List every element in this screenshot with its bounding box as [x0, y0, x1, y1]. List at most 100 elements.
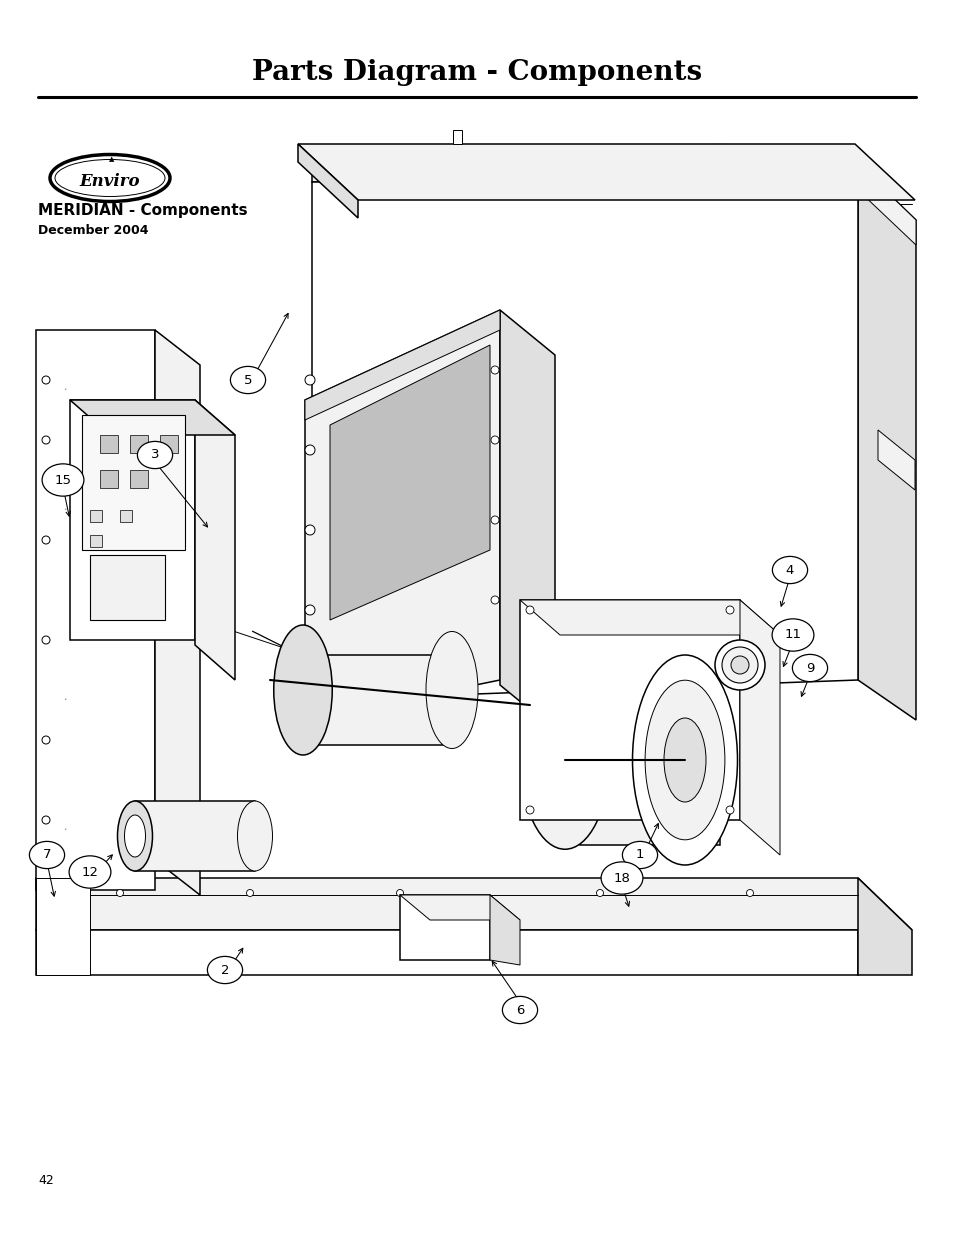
Polygon shape	[70, 400, 194, 640]
Ellipse shape	[137, 441, 172, 468]
Ellipse shape	[725, 806, 733, 814]
Ellipse shape	[305, 525, 314, 535]
Ellipse shape	[55, 159, 165, 196]
Ellipse shape	[42, 816, 50, 824]
Polygon shape	[194, 400, 234, 680]
Text: December 2004: December 2004	[38, 224, 149, 236]
Ellipse shape	[426, 631, 477, 748]
Ellipse shape	[502, 997, 537, 1024]
Ellipse shape	[600, 862, 642, 894]
Text: 42: 42	[38, 1173, 53, 1187]
Polygon shape	[305, 310, 499, 420]
Polygon shape	[70, 400, 234, 435]
Ellipse shape	[525, 806, 534, 814]
Ellipse shape	[491, 597, 498, 604]
Ellipse shape	[644, 680, 724, 840]
Ellipse shape	[596, 889, 603, 897]
Ellipse shape	[237, 802, 273, 871]
Ellipse shape	[396, 889, 403, 897]
Polygon shape	[130, 471, 148, 488]
Text: 6: 6	[516, 1004, 523, 1016]
Text: 2: 2	[220, 963, 229, 977]
Polygon shape	[154, 330, 200, 895]
Ellipse shape	[42, 375, 50, 384]
Text: 7: 7	[43, 848, 51, 862]
Ellipse shape	[246, 889, 253, 897]
Text: 4: 4	[785, 563, 793, 577]
Text: •: •	[63, 508, 67, 513]
Polygon shape	[100, 471, 118, 488]
Polygon shape	[453, 130, 461, 144]
Polygon shape	[857, 164, 915, 720]
Polygon shape	[160, 435, 178, 453]
Ellipse shape	[792, 655, 827, 682]
Text: 12: 12	[81, 866, 98, 878]
Polygon shape	[90, 555, 165, 620]
Ellipse shape	[663, 718, 705, 802]
Text: •: •	[63, 698, 67, 703]
Text: 15: 15	[54, 473, 71, 487]
Text: ▲: ▲	[110, 156, 114, 162]
Text: Enviro: Enviro	[80, 173, 140, 189]
Polygon shape	[312, 164, 857, 182]
Ellipse shape	[714, 640, 764, 690]
Text: 1: 1	[635, 848, 643, 862]
Ellipse shape	[125, 815, 146, 857]
Ellipse shape	[42, 636, 50, 643]
Polygon shape	[82, 415, 185, 550]
Ellipse shape	[116, 889, 123, 897]
Polygon shape	[519, 600, 740, 820]
Polygon shape	[36, 878, 90, 974]
Ellipse shape	[721, 647, 758, 683]
Polygon shape	[399, 895, 490, 960]
Ellipse shape	[520, 671, 608, 850]
Ellipse shape	[231, 367, 265, 394]
Ellipse shape	[42, 536, 50, 543]
Ellipse shape	[30, 841, 65, 868]
Text: 9: 9	[805, 662, 813, 674]
Ellipse shape	[730, 656, 748, 674]
Polygon shape	[297, 144, 357, 219]
Ellipse shape	[50, 154, 170, 201]
Text: •: •	[63, 827, 67, 832]
Ellipse shape	[207, 956, 242, 983]
Polygon shape	[130, 435, 148, 453]
Polygon shape	[135, 802, 254, 871]
Text: 5: 5	[244, 373, 252, 387]
Polygon shape	[857, 164, 915, 245]
Text: Parts Diagram - Components: Parts Diagram - Components	[252, 58, 701, 85]
Text: 11: 11	[783, 629, 801, 641]
Ellipse shape	[491, 366, 498, 374]
Ellipse shape	[491, 436, 498, 445]
Ellipse shape	[42, 464, 84, 496]
Polygon shape	[36, 878, 911, 930]
Polygon shape	[519, 600, 780, 635]
Polygon shape	[36, 930, 857, 974]
Text: 18: 18	[613, 872, 630, 884]
Ellipse shape	[305, 445, 314, 454]
Ellipse shape	[42, 736, 50, 743]
Polygon shape	[857, 878, 911, 974]
Ellipse shape	[305, 375, 314, 385]
Ellipse shape	[621, 841, 657, 868]
Polygon shape	[90, 510, 102, 522]
Ellipse shape	[525, 606, 534, 614]
Text: MERIDIAN - Components: MERIDIAN - Components	[38, 203, 248, 217]
Polygon shape	[490, 895, 519, 965]
Polygon shape	[312, 182, 857, 700]
Ellipse shape	[69, 856, 111, 888]
Polygon shape	[36, 330, 154, 890]
Polygon shape	[877, 430, 914, 490]
Polygon shape	[120, 510, 132, 522]
Polygon shape	[330, 345, 490, 620]
Ellipse shape	[274, 625, 332, 755]
Polygon shape	[399, 895, 519, 920]
Ellipse shape	[632, 655, 737, 864]
Ellipse shape	[42, 436, 50, 445]
Ellipse shape	[745, 889, 753, 897]
Text: 3: 3	[151, 448, 159, 462]
Ellipse shape	[491, 516, 498, 524]
Ellipse shape	[117, 802, 152, 871]
Polygon shape	[303, 655, 456, 745]
Ellipse shape	[772, 557, 807, 584]
